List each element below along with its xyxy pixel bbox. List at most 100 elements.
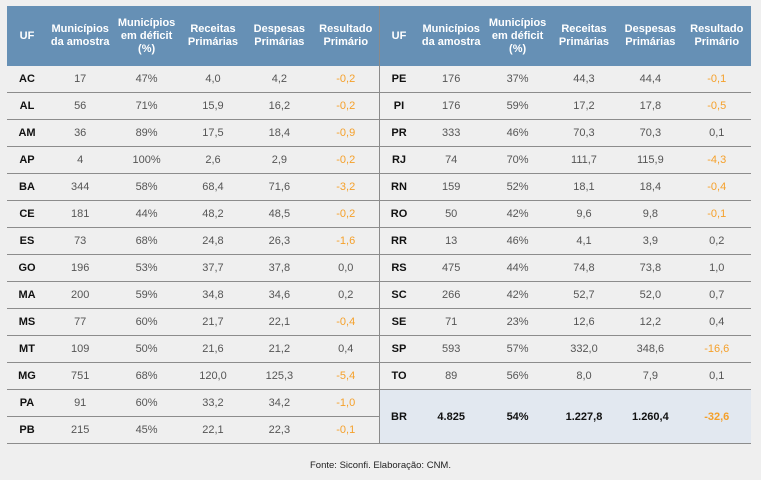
table-row: PA 91 60% 33,2 34,2 -1,0: [7, 390, 379, 417]
uf-cell: SC: [391, 289, 407, 301]
table-left: UF Municípios da amostra Municípios em déf…: [7, 6, 380, 444]
despesas-primarias-cell: 9,8: [642, 208, 659, 220]
municipios-deficit-cell: 57%: [506, 343, 529, 355]
receitas-primarias-cell: 12,6: [573, 316, 595, 328]
resultado-primario-cell: -32,6: [704, 410, 730, 423]
uf-cell: GO: [18, 262, 36, 274]
municipios-amostra-cell: 4.825: [437, 410, 465, 423]
table-row: MS 77 60% 21,7 22,1 -0,4: [7, 309, 379, 336]
table-header: UF Municípios da amostra Municípios em déf…: [7, 6, 379, 66]
receitas-primarias-cell: 68,4: [202, 181, 224, 193]
resultado-primario-cell: 0,4: [709, 316, 725, 328]
resultado-primario-cell: -0,1: [336, 424, 356, 436]
despesas-primarias-cell: 4,2: [271, 73, 288, 85]
municipios-deficit-cell: 56%: [506, 370, 529, 382]
despesas-primarias-cell: 115,9: [637, 154, 664, 166]
receitas-primarias-cell: 48,2: [202, 208, 224, 220]
uf-cell: RS: [391, 262, 407, 274]
municipios-amostra-cell: 109: [71, 343, 90, 355]
municipios-deficit-cell: 100%: [132, 154, 161, 166]
municipios-deficit-cell: 59%: [506, 100, 529, 112]
table-row: MA 200 59% 34,8 34,6 0,2: [7, 282, 379, 309]
uf-cell: RJ: [391, 154, 407, 166]
header-resultado-primario: Resultado Primário: [319, 23, 373, 48]
municipios-amostra-cell: 266: [442, 289, 461, 301]
receitas-primarias-cell: 332,0: [570, 343, 598, 355]
table-row: SE 71 23% 12,6 12,2 0,4: [380, 309, 751, 336]
municipios-amostra-cell: 74: [445, 154, 458, 166]
header-municipios-amostra: Municípios da amostra: [50, 23, 110, 48]
uf-cell: MT: [19, 343, 35, 355]
table-row: CE 181 44% 48,2 48,5 -0,2: [7, 201, 379, 228]
despesas-primarias-cell: 22,1: [268, 316, 291, 328]
resultado-primario-cell: -0,2: [336, 154, 356, 166]
resultado-primario-cell: -3,2: [336, 181, 356, 193]
municipios-amostra-cell: 593: [442, 343, 461, 355]
despesas-primarias-cell: 1.260,4: [632, 410, 669, 423]
municipios-amostra-cell: 176: [442, 100, 461, 112]
municipios-deficit-cell: 89%: [135, 127, 158, 139]
uf-cell: PB: [19, 424, 35, 436]
municipios-deficit-cell: 47%: [135, 73, 158, 85]
header-resultado-primario: Resultado Primário: [690, 23, 744, 48]
uf-cell: PA: [19, 397, 35, 409]
municipios-deficit-cell: 50%: [135, 343, 158, 355]
resultado-primario-cell: -0,4: [336, 316, 356, 328]
despesas-primarias-cell: 348,6: [636, 343, 665, 355]
municipios-amostra-cell: 475: [442, 262, 461, 274]
resultado-primario-cell: -0,5: [707, 100, 727, 112]
uf-cell: PE: [391, 73, 407, 85]
uf-cell: BA: [19, 181, 35, 193]
municipios-amostra-cell: 13: [445, 235, 458, 247]
municipios-deficit-cell: 42%: [506, 208, 529, 220]
table-row: ES 73 68% 24,8 26,3 -1,6: [7, 228, 379, 255]
uf-cell: BR: [391, 410, 407, 423]
receitas-primarias-cell: 15,9: [202, 100, 224, 112]
uf-cell: AP: [19, 154, 35, 166]
municipios-amostra-cell: 215: [71, 424, 90, 436]
municipios-amostra-cell: 17: [74, 73, 87, 85]
uf-cell: RO: [390, 208, 408, 220]
table-row: RR 13 46% 4,1 3,9 0,2: [380, 228, 751, 255]
table-row: GO 196 53% 37,7 37,8 0,0: [7, 255, 379, 282]
municipios-amostra-cell: 333: [442, 127, 461, 139]
municipios-amostra-cell: 200: [71, 289, 90, 301]
resultado-primario-cell: -0,2: [336, 208, 356, 220]
despesas-primarias-cell: 34,6: [268, 289, 291, 301]
despesas-primarias-cell: 2,9: [271, 154, 288, 166]
municipios-amostra-cell: 36: [74, 127, 87, 139]
despesas-primarias-cell: 125,3: [265, 370, 294, 382]
table-row: RJ 74 70% 111,7 115,9 -4,3: [380, 147, 751, 174]
table-row: RN 159 52% 18,1 18,4 -0,4: [380, 174, 751, 201]
header-municipios-deficit: Municípios em déficit (%): [117, 16, 176, 55]
uf-cell: AL: [19, 100, 35, 112]
header-municipios-amostra: Municípios da amostra: [421, 23, 481, 48]
despesas-primarias-cell: 73,8: [639, 262, 662, 274]
municipios-deficit-cell: 46%: [506, 235, 529, 247]
receitas-primarias-cell: 34,8: [202, 289, 224, 301]
despesas-primarias-cell: 34,2: [268, 397, 291, 409]
municipios-deficit-cell: 44%: [506, 262, 529, 274]
despesas-primarias-cell: 3,9: [642, 235, 659, 247]
table-row: TO 89 56% 8,0 7,9 0,1: [380, 363, 751, 390]
table-row: AC 17 47% 4,0 4,2 -0,2: [7, 66, 379, 93]
resultado-primario-cell: 0,1: [709, 127, 725, 139]
uf-cell: PR: [391, 127, 407, 139]
uf-cell: AM: [18, 127, 36, 139]
municipios-deficit-cell: 60%: [135, 397, 158, 409]
receitas-primarias-cell: 33,2: [202, 397, 224, 409]
municipios-deficit-cell: 68%: [135, 370, 158, 382]
receitas-primarias-cell: 74,8: [573, 262, 595, 274]
municipios-deficit-cell: 37%: [506, 73, 529, 85]
uf-cell: AC: [19, 73, 35, 85]
uf-cell: PI: [393, 100, 405, 112]
table-row: AM 36 89% 17,5 18,4 -0,9: [7, 120, 379, 147]
table-row: AP 4 100% 2,6 2,9 -0,2: [7, 147, 379, 174]
resultado-primario-cell: 0,0: [338, 262, 354, 274]
receitas-primarias-cell: 2,6: [205, 154, 221, 166]
receitas-primarias-cell: 1.227,8: [565, 410, 603, 423]
despesas-primarias-cell: 37,8: [268, 262, 291, 274]
receitas-primarias-cell: 9,6: [576, 208, 592, 220]
despesas-primarias-cell: 12,2: [639, 316, 662, 328]
despesas-primarias-cell: 21,2: [268, 343, 291, 355]
